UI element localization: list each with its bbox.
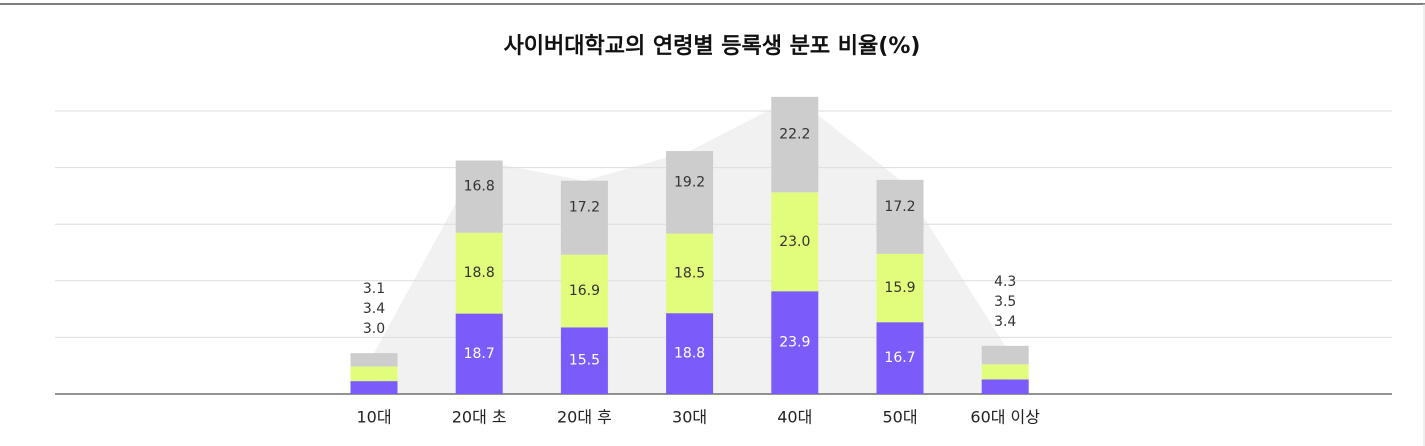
value-label: 18.7 — [464, 346, 495, 362]
bar-segment — [771, 96, 819, 193]
value-label: 16.9 — [569, 283, 600, 299]
bar-segment — [771, 192, 819, 292]
value-label: 16.7 — [884, 350, 915, 366]
value-label: 15.9 — [884, 280, 915, 296]
x-tick-label: 40대 — [777, 408, 812, 427]
x-tick-label: 20대 후 — [557, 408, 612, 427]
bar-segment — [455, 160, 503, 233]
bar-segment — [876, 322, 924, 394]
bar-segment — [981, 364, 1029, 380]
chart-title: 사이버대학교의 연령별 등록생 분포 비율(%) — [504, 34, 921, 59]
bar-segment — [455, 232, 503, 314]
bar-segment — [560, 327, 608, 394]
bar-segment — [876, 253, 924, 323]
value-label: 23.9 — [779, 335, 810, 351]
bar-segment — [666, 313, 714, 394]
value-label: 3.4 — [363, 301, 385, 317]
bar-segment — [771, 291, 819, 394]
x-tick-label: 60대 이상 — [970, 408, 1040, 427]
value-label: 18.8 — [464, 265, 495, 281]
value-label: 22.2 — [779, 127, 810, 143]
bar-segment — [560, 180, 608, 255]
value-label: 19.2 — [674, 174, 705, 190]
value-label: 3.5 — [994, 294, 1016, 310]
value-label: 3.1 — [363, 281, 385, 297]
value-label: 17.2 — [884, 199, 915, 215]
value-label: 23.0 — [779, 234, 810, 250]
bar-segment — [876, 179, 924, 254]
bar-segment — [981, 345, 1029, 365]
bar-segment — [981, 379, 1029, 394]
bar-segment — [666, 233, 714, 314]
bar-segment — [666, 151, 714, 234]
bar-segment — [560, 254, 608, 328]
bar-segment — [350, 381, 398, 394]
x-tick-label: 50대 — [882, 408, 917, 427]
value-label: 18.8 — [674, 346, 705, 362]
x-tick-label: 10대 — [356, 408, 391, 427]
value-label: 18.5 — [674, 265, 705, 281]
x-tick-label: 20대 초 — [452, 408, 507, 427]
value-label: 16.8 — [464, 179, 495, 195]
x-tick-label: 30대 — [672, 408, 707, 427]
bar-segment — [350, 366, 398, 382]
value-label: 4.3 — [994, 274, 1016, 290]
value-label: 3.4 — [994, 314, 1016, 330]
value-label: 15.5 — [569, 353, 600, 369]
bar-segment — [350, 353, 398, 367]
value-label: 3.0 — [363, 321, 385, 337]
value-label: 17.2 — [569, 200, 600, 216]
bar-segment — [455, 313, 503, 394]
